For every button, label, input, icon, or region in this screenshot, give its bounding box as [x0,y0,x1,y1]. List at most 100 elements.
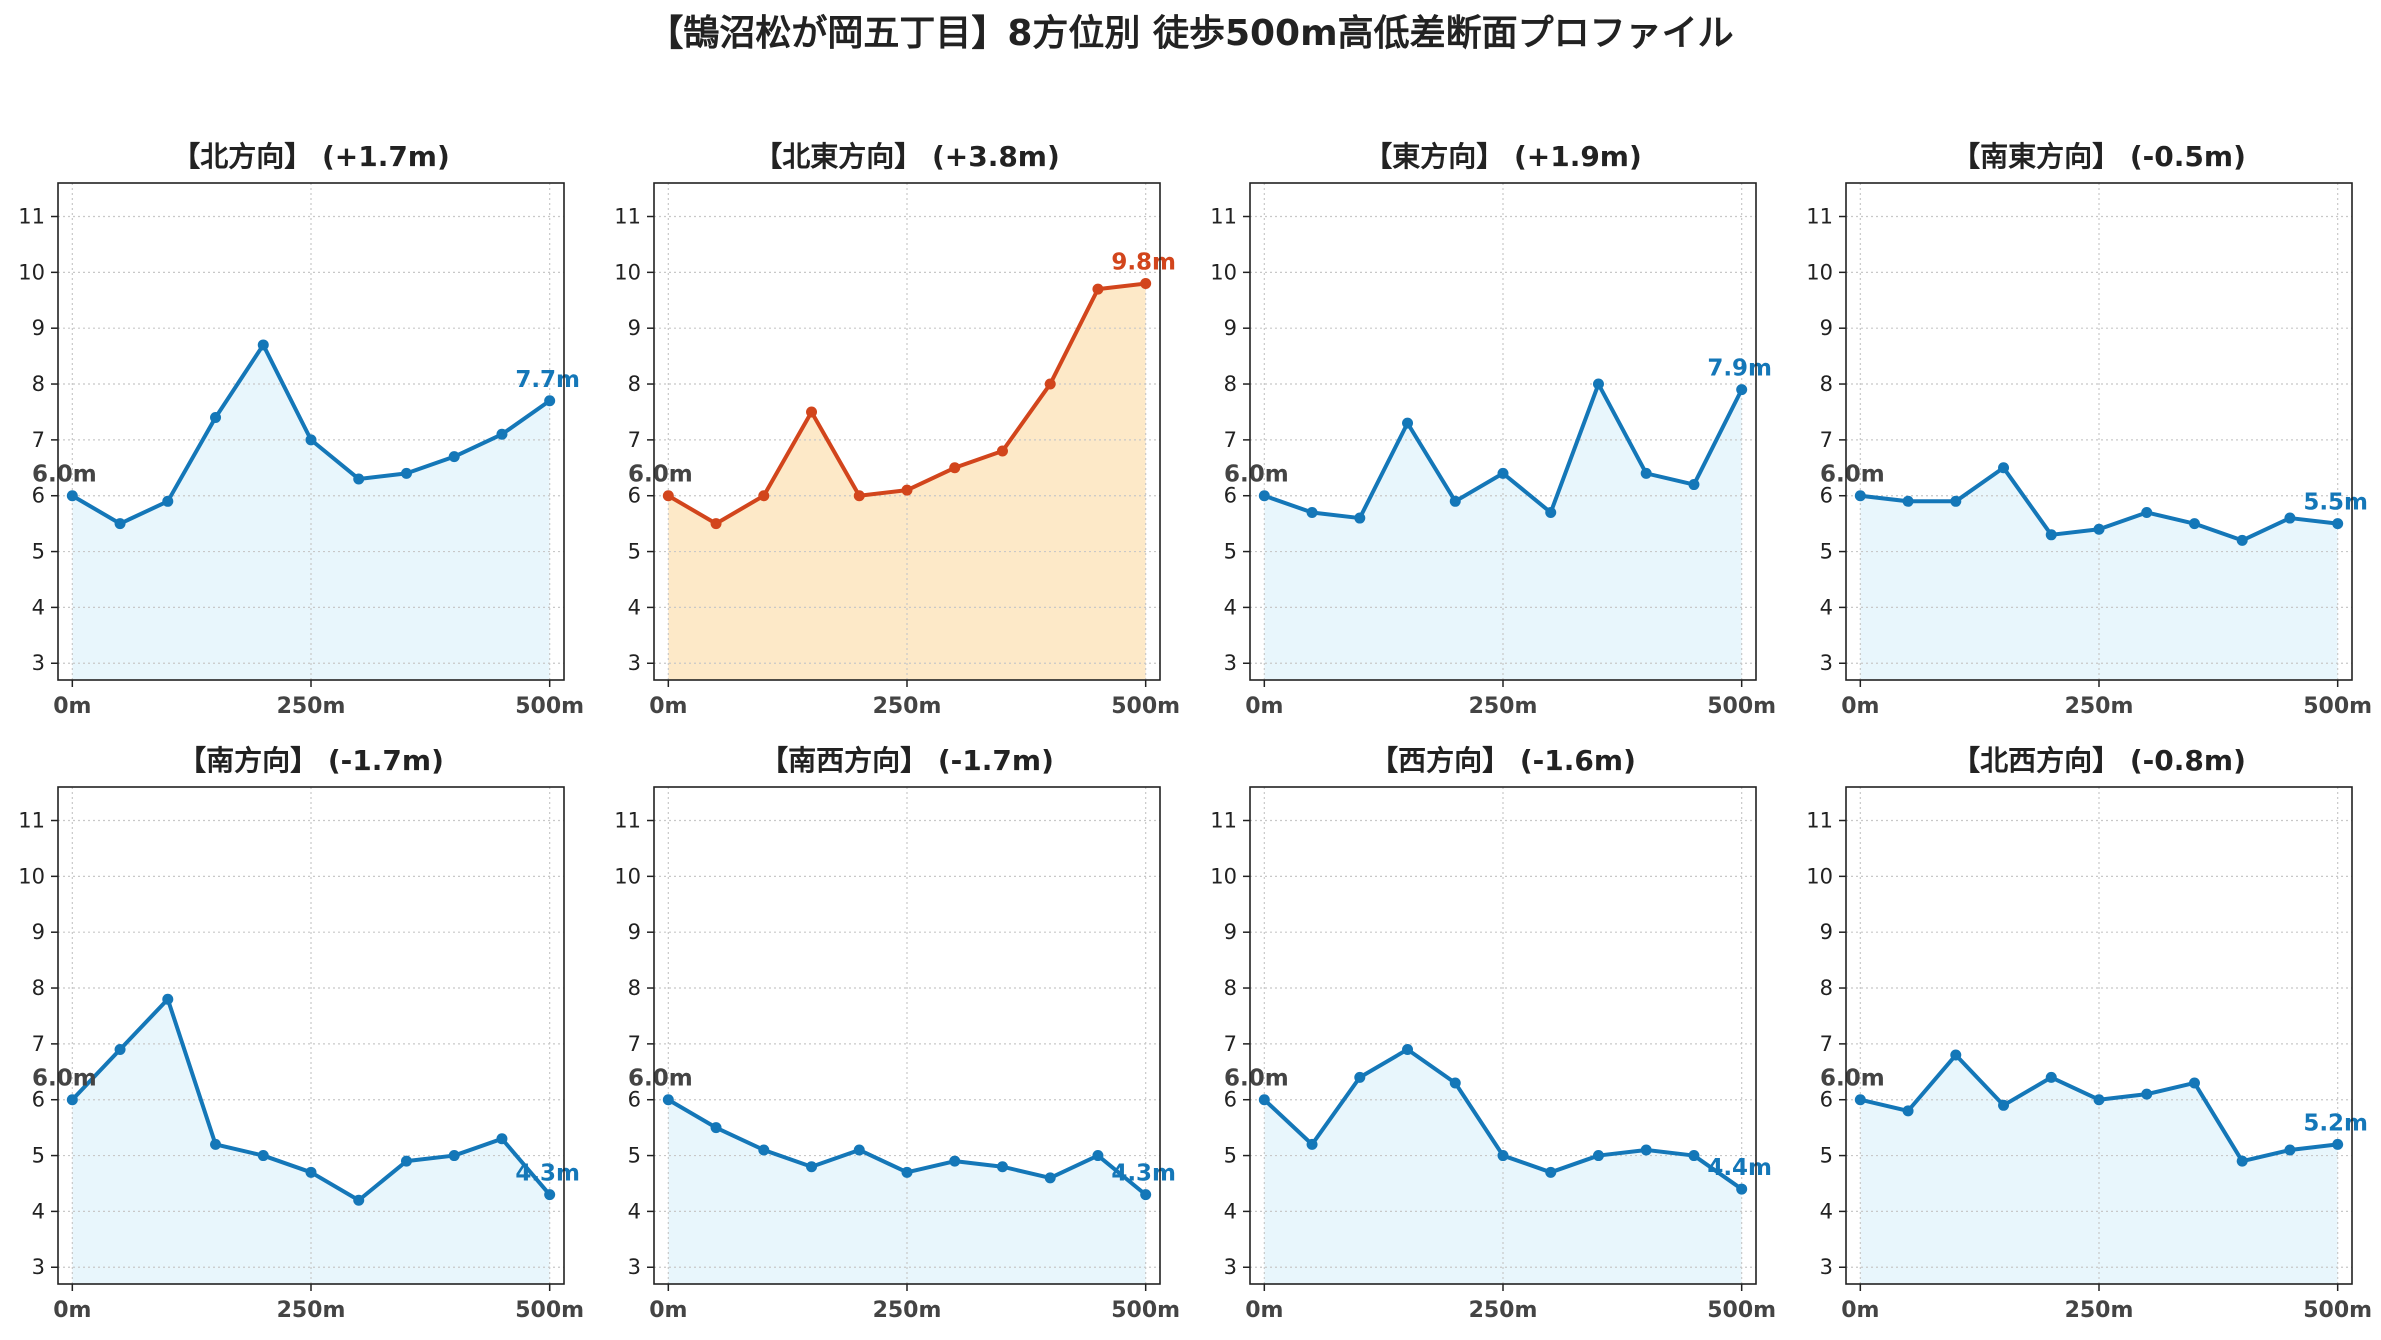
y-tick-label: 10 [614,260,641,284]
data-point [710,518,722,530]
plot-frame [1249,182,1757,681]
y-tick-label: 5 [628,540,641,564]
y-tick-label: 11 [1806,809,1833,833]
data-point [1044,1172,1056,1184]
y-tick-label: 5 [32,540,45,564]
y-tick-label: 4 [1224,595,1237,619]
data-point [949,1155,961,1167]
data-point [2093,1094,2105,1106]
end-elevation-label: 9.8m [1111,250,1176,276]
y-tick-label: 3 [1820,1255,1833,1279]
y-tick-label: 6 [32,484,45,508]
y-tick-label: 6 [32,1088,45,1112]
x-tick-label: 0m [1841,1298,1879,1323]
area-fill [668,283,1146,680]
y-tick-label: 11 [1806,205,1833,229]
data-point [1640,467,1652,479]
y-tick-label: 11 [614,809,641,833]
start-elevation-label: 6.0m [1820,1066,1885,1092]
data-point [2236,534,2248,546]
panel-title: 【北東方向】 (+3.8m) [754,140,1060,173]
y-tick-label: 6 [1820,484,1833,508]
y-tick-label: 9 [1224,920,1237,944]
y-tick-label: 11 [18,205,45,229]
data-point [210,412,222,424]
panel-6: 3 4 5 6 7 8 9 10 11 0m 250m 500m 6.0m 4.3m 【南西方向】 (-1.… [614,744,1180,1323]
data-point [1140,1189,1152,1201]
data-point [2284,512,2296,524]
data-point [1902,1105,1914,1117]
y-tick-label: 8 [1820,976,1833,1000]
y-tick-label: 4 [1820,595,1833,619]
data-point [544,395,556,407]
x-tick-label: 500m [1111,1298,1180,1323]
data-point [305,1166,317,1178]
data-point [162,495,174,507]
y-tick-label: 8 [628,976,641,1000]
end-elevation-label: 5.2m [2303,1110,2368,1136]
x-tick-label: 500m [1707,694,1776,719]
data-point [901,1166,913,1178]
data-point [1545,1166,1557,1178]
data-point [1306,1138,1318,1150]
data-point [1998,1099,2010,1111]
end-elevation-label: 7.7m [515,367,580,393]
data-point [806,406,818,418]
y-tick-label: 3 [32,651,45,675]
y-tick-label: 7 [1224,1032,1237,1056]
y-tick-label: 10 [1806,864,1833,888]
area-fill [1264,384,1742,680]
data-point [448,1150,460,1162]
panel-title: 【南方向】 (-1.7m) [178,744,444,777]
y-tick-label: 7 [628,1032,641,1056]
data-point [114,1043,126,1055]
panel-3: 3 4 5 6 7 8 9 10 11 0m 250m 500m 6.0m 7.9m 【東方向】 (+1.9… [1210,140,1776,719]
y-tick-label: 5 [32,1144,45,1168]
panel-title: 【南西方向】 (-1.7m) [760,744,1054,777]
data-point [66,1094,78,1106]
y-tick-label: 10 [1806,260,1833,284]
panel-title: 【南東方向】 (-0.5m) [1952,140,2246,173]
panel-1: 3 4 5 6 7 8 9 10 11 0m 250m 500m 6.0m 7.7m 【北方向】 (+1.7… [18,140,584,719]
data-point [1092,283,1104,295]
x-tick-label: 0m [1245,694,1283,719]
y-tick-label: 4 [32,1199,45,1223]
panel-title: 【北方向】 (+1.7m) [172,140,450,173]
start-elevation-label: 6.0m [628,462,693,488]
data-point [400,467,412,479]
data-point [2141,1088,2153,1100]
y-tick-label: 4 [32,595,45,619]
y-tick-label: 5 [628,1144,641,1168]
data-point [2045,529,2057,541]
data-point [66,490,78,502]
data-point [949,462,961,474]
y-tick-label: 3 [32,1255,45,1279]
data-point [996,1161,1008,1173]
data-point [853,1144,865,1156]
data-point [1688,1150,1700,1162]
x-tick-label: 250m [277,1298,346,1323]
data-point [448,451,460,463]
data-point [1306,506,1318,518]
x-tick-label: 250m [277,694,346,719]
data-point [758,490,770,502]
data-point [1402,417,1414,429]
y-tick-label: 10 [18,260,45,284]
y-tick-label: 4 [1224,1199,1237,1223]
data-point [1354,1071,1366,1083]
y-tick-label: 5 [1820,1144,1833,1168]
panel-5: 3 4 5 6 7 8 9 10 11 0m 250m 500m 6.0m 4.3m 【南方向】 (-1.7… [18,744,584,1323]
plot-frame [1845,182,2353,681]
panel-title: 【東方向】 (+1.9m) [1364,140,1642,173]
y-tick-label: 7 [628,428,641,452]
x-tick-label: 0m [649,1298,687,1323]
y-tick-label: 6 [1224,1088,1237,1112]
panel-title: 【北西方向】 (-0.8m) [1952,744,2246,777]
data-point [2236,1155,2248,1167]
data-point [2188,518,2200,530]
plot-frame [57,786,565,1285]
data-point [210,1138,222,1150]
plot-frame [653,182,1161,681]
y-tick-label: 9 [628,920,641,944]
y-tick-label: 7 [1820,1032,1833,1056]
